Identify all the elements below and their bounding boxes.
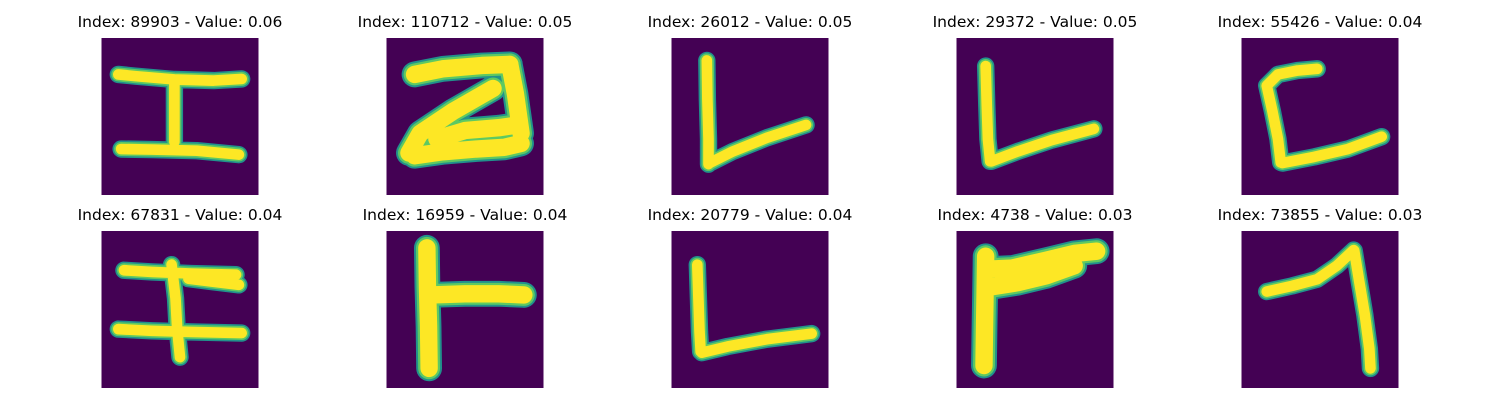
panel-title: Index: 4738 - Value: 0.03 xyxy=(937,206,1133,224)
glyph-image-flag-stroke xyxy=(956,231,1114,388)
glyph-image-hook-stroke xyxy=(386,38,544,195)
panel-title: Index: 110712 - Value: 0.05 xyxy=(357,13,573,31)
panel-5: Index: 55426 - Value: 0.04 xyxy=(1190,12,1450,195)
panel-title: Index: 26012 - Value: 0.05 xyxy=(647,13,853,31)
panel-7: Index: 16959 - Value: 0.04 xyxy=(335,205,595,388)
panel-8: Index: 20779 - Value: 0.04 xyxy=(620,205,880,388)
panel-9: Index: 4738 - Value: 0.03 xyxy=(905,205,1165,388)
panel-1: Index: 89903 - Value: 0.06 xyxy=(50,12,310,195)
panel-title: Index: 73855 - Value: 0.03 xyxy=(1217,206,1423,224)
panel-2: Index: 110712 - Value: 0.05 xyxy=(335,12,595,195)
glyph-image-l-stroke-2 xyxy=(956,38,1114,195)
panel-title: Index: 20779 - Value: 0.04 xyxy=(647,206,853,224)
panel-4: Index: 29372 - Value: 0.05 xyxy=(905,12,1165,195)
glyph-image-l-stroke xyxy=(671,38,829,195)
glyph-image-l-stroke-3 xyxy=(671,231,829,388)
panel-title: Index: 67831 - Value: 0.04 xyxy=(77,206,283,224)
panel-3: Index: 26012 - Value: 0.05 xyxy=(620,12,880,195)
panel-title: Index: 16959 - Value: 0.04 xyxy=(362,206,568,224)
glyph-image-c-bracket xyxy=(1241,38,1399,195)
glyph-image-i-beam xyxy=(101,38,259,195)
glyph-image-cross-beam xyxy=(101,231,259,388)
panel-title: Index: 29372 - Value: 0.05 xyxy=(932,13,1138,31)
panel-10: Index: 73855 - Value: 0.03 xyxy=(1190,205,1450,388)
panel-title: Index: 89903 - Value: 0.06 xyxy=(77,13,283,31)
panel-6: Index: 67831 - Value: 0.04 xyxy=(50,205,310,388)
glyph-image-hook-down xyxy=(1241,231,1399,388)
panel-title: Index: 55426 - Value: 0.04 xyxy=(1217,13,1423,31)
glyph-image-t-stroke xyxy=(386,231,544,388)
